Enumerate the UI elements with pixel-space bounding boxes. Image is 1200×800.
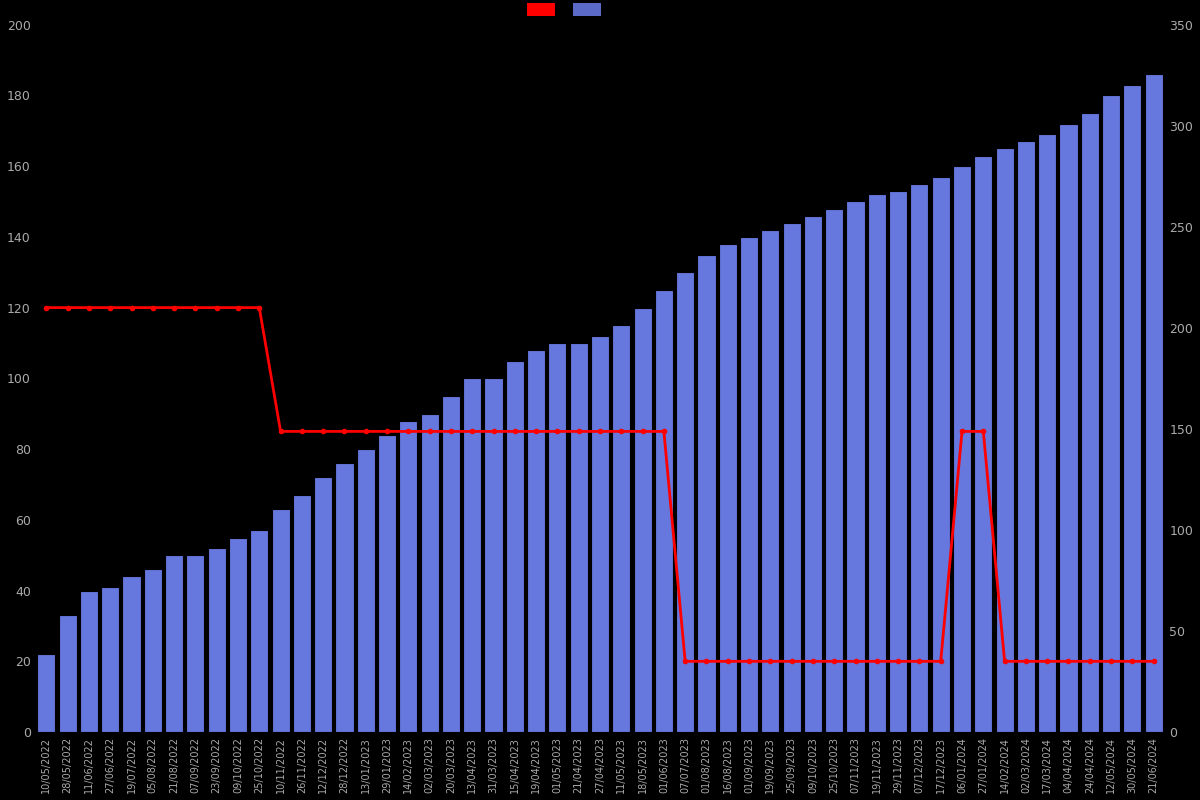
Bar — [719, 244, 737, 732]
Bar — [697, 254, 715, 732]
Bar — [826, 209, 844, 732]
Bar — [166, 555, 184, 732]
Bar — [122, 577, 140, 732]
Bar — [208, 548, 226, 732]
Bar — [868, 194, 886, 732]
Bar — [314, 478, 332, 732]
Bar — [804, 216, 822, 732]
Bar — [101, 587, 119, 732]
Bar — [293, 495, 311, 732]
Bar — [505, 361, 524, 732]
Bar — [442, 396, 460, 732]
Bar — [356, 449, 374, 732]
Bar — [251, 530, 269, 732]
Bar — [634, 308, 652, 732]
Bar — [1081, 113, 1099, 732]
Bar — [336, 463, 354, 732]
Bar — [548, 343, 566, 732]
Bar — [1060, 124, 1078, 732]
Bar — [889, 191, 907, 732]
Bar — [612, 326, 630, 732]
Bar — [1016, 142, 1034, 732]
Bar — [378, 435, 396, 732]
Bar — [931, 177, 949, 732]
Bar — [1145, 74, 1163, 732]
Bar — [144, 570, 162, 732]
Bar — [229, 538, 247, 732]
Bar — [911, 184, 929, 732]
Bar — [953, 166, 971, 732]
Bar — [37, 654, 55, 732]
Bar — [570, 343, 588, 732]
Bar — [80, 590, 98, 732]
Bar — [590, 336, 610, 732]
Legend: , : , — [527, 3, 605, 18]
Bar — [1102, 95, 1120, 732]
Bar — [271, 510, 289, 732]
Bar — [846, 202, 864, 732]
Bar — [1038, 134, 1056, 732]
Bar — [1123, 85, 1141, 732]
Bar — [761, 230, 780, 732]
Bar — [420, 414, 439, 732]
Bar — [186, 555, 204, 732]
Bar — [527, 350, 545, 732]
Bar — [400, 421, 418, 732]
Bar — [740, 237, 758, 732]
Bar — [59, 615, 77, 732]
Bar — [996, 149, 1014, 732]
Bar — [974, 155, 992, 732]
Bar — [485, 378, 503, 732]
Bar — [676, 272, 695, 732]
Bar — [782, 222, 800, 732]
Bar — [463, 378, 481, 732]
Bar — [655, 290, 673, 732]
